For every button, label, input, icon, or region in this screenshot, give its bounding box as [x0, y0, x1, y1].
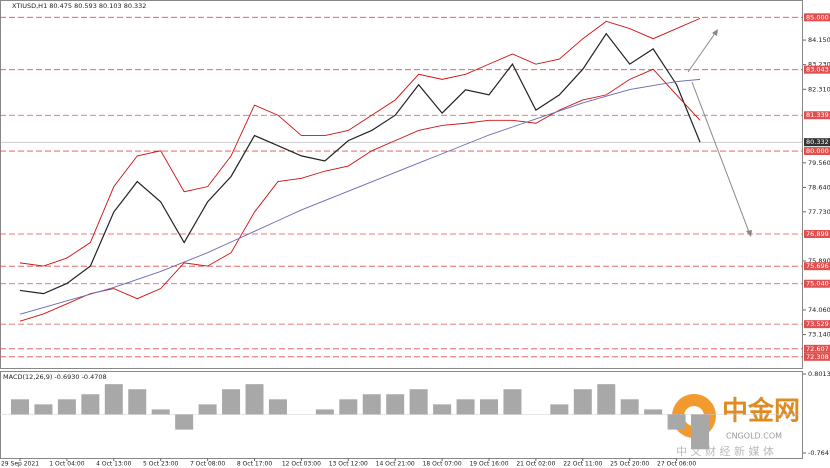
x-tick-label: 22 Oct 11:00 — [563, 461, 602, 468]
macd-bar — [268, 399, 287, 415]
macd-bar — [339, 399, 358, 415]
x-tick-label: 14 Oct 21:00 — [376, 461, 415, 468]
indicator-line — [19, 78, 701, 315]
y-tick-label: 77.730 — [808, 208, 830, 216]
level-tag — [804, 320, 830, 329]
level-label: 85.000 — [806, 13, 829, 21]
level-label: 80.000 — [806, 147, 829, 155]
x-tick-label: 13 Oct 12:00 — [329, 461, 368, 468]
chart-title: XTIUSD,H1 80.475 80.593 80.103 80.332 — [12, 2, 146, 10]
macd-bar — [409, 389, 428, 415]
y-tick-label: 74.060 — [808, 306, 830, 314]
logo-text: 中金网 — [722, 396, 800, 427]
level-label: 72.308 — [806, 353, 829, 361]
tagline: 中 文 财 经 新 媒 体 — [676, 444, 774, 458]
macd-bar — [34, 404, 53, 415]
x-tick-label: 4 Oct 13:00 — [96, 461, 131, 468]
arrow-down — [691, 81, 750, 233]
x-tick-label: 12 Oct 03:00 — [282, 461, 321, 468]
arrow-head — [712, 29, 718, 36]
level-tag — [804, 65, 830, 74]
level-tag — [804, 352, 830, 361]
macd-panel — [0, 371, 803, 459]
y-tick-label: 79.560 — [808, 159, 830, 167]
macd-bar — [691, 414, 710, 450]
y-tick-label: 83.230 — [808, 61, 830, 69]
level-label: 76.899 — [806, 230, 829, 238]
level-label: 83.043 — [806, 66, 829, 74]
y-tick-label: 75.890 — [808, 257, 830, 265]
x-tick-label: 8 Oct 17:00 — [237, 461, 272, 468]
level-label: 81.339 — [806, 111, 829, 119]
x-tick-label: 19 Oct 16:00 — [469, 461, 508, 468]
macd-bar — [222, 389, 241, 415]
x-tick-label: 25 Oct 20:00 — [610, 461, 649, 468]
macd-bar — [198, 404, 217, 415]
macd-bar — [104, 384, 123, 415]
x-tick-label: 18 Oct 07:00 — [423, 461, 462, 468]
x-tick-label: 27 Oct 06:00 — [657, 461, 696, 468]
macd-bar — [620, 399, 639, 415]
y-tick-label: -0.7641 — [808, 449, 830, 457]
y-tick-label: 84.150 — [808, 36, 830, 44]
level-tag — [804, 13, 830, 22]
level-label: 75.040 — [806, 280, 829, 288]
level-tag — [804, 279, 830, 288]
arrow-up — [687, 31, 717, 73]
level-label: 72.607 — [806, 345, 829, 353]
last-price-label: 80.332 — [806, 138, 829, 146]
macd-bar — [573, 389, 592, 415]
y-tick-label: 82.310 — [808, 85, 830, 93]
arrow-head — [746, 230, 752, 237]
macd-bar — [503, 389, 522, 415]
level-tag — [804, 147, 830, 156]
macd-bar — [456, 399, 475, 415]
macd-bar — [480, 399, 498, 415]
x-tick-label: 5 Oct 23:00 — [143, 461, 178, 468]
level-label: 75.696 — [806, 262, 829, 270]
y-tick-label: 0.8013 — [808, 370, 830, 378]
level-tag — [804, 344, 830, 353]
level-tag — [804, 262, 830, 271]
macd-bar — [11, 399, 29, 415]
site-text: CNGOLD.COM — [726, 432, 782, 441]
macd-bar — [550, 404, 569, 415]
macd-bar — [57, 399, 76, 415]
indicator-line — [19, 68, 701, 322]
last-price-tag — [804, 138, 830, 147]
y-tick-label: 73.140 — [808, 331, 830, 339]
macd-bar — [315, 409, 334, 415]
level-label: 73.529 — [806, 320, 829, 328]
macd-bar — [81, 394, 100, 415]
x-tick-label: 7 Oct 08:00 — [190, 461, 225, 468]
indicator-line — [19, 17, 701, 267]
level-tag — [804, 111, 830, 120]
macd-bar — [362, 394, 381, 415]
price-panel — [0, 0, 803, 369]
x-tick-label: 21 Oct 02:00 — [516, 461, 555, 468]
macd-title: MACD(12,26,9) -0.6930 -0.4708 — [3, 373, 107, 381]
macd-bar — [245, 384, 264, 415]
x-tick-label: 29 Sep 2021 — [1, 461, 39, 468]
macd-bar — [175, 414, 194, 430]
macd-bar — [151, 409, 170, 415]
y-tick-label: 78.640 — [808, 183, 830, 191]
macd-bar — [433, 404, 452, 415]
price-line — [19, 32, 701, 295]
macd-bar — [644, 409, 663, 415]
level-tag — [804, 230, 830, 239]
macd-bar — [386, 394, 405, 415]
macd-bar — [667, 414, 686, 430]
macd-bar — [128, 389, 147, 415]
x-tick-label: 1 Oct 04:00 — [49, 461, 84, 468]
macd-bar — [597, 384, 616, 415]
